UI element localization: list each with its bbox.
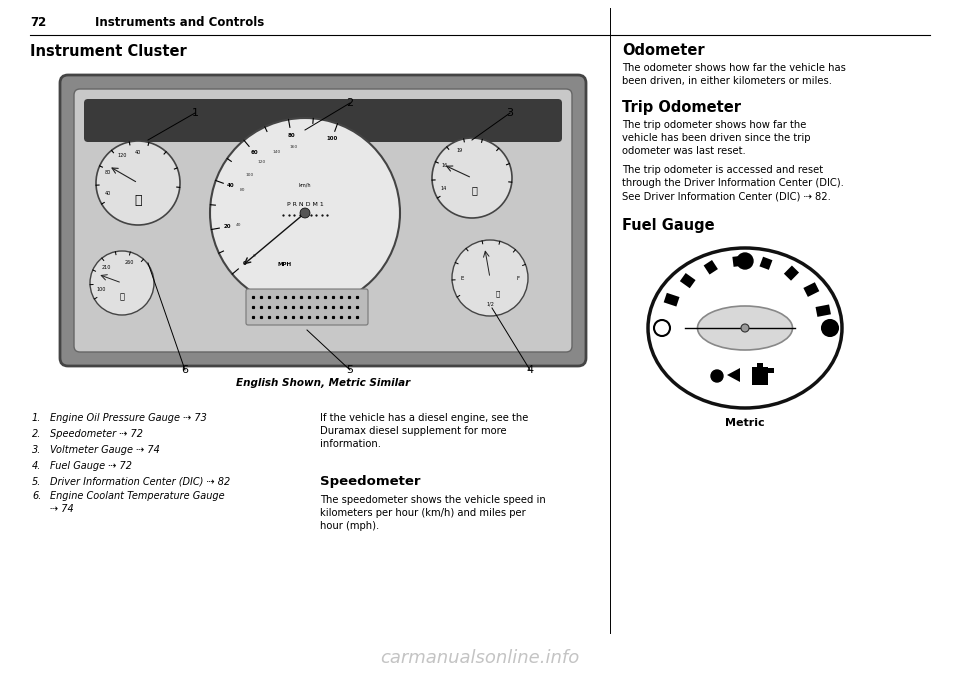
Text: 80: 80 [239, 188, 245, 192]
Text: 6: 6 [181, 365, 188, 375]
FancyBboxPatch shape [60, 75, 586, 366]
Polygon shape [784, 266, 799, 281]
Text: 1: 1 [191, 108, 199, 118]
Circle shape [711, 370, 723, 382]
Circle shape [432, 138, 512, 218]
Polygon shape [727, 368, 740, 382]
Text: English Shown, Metric Similar: English Shown, Metric Similar [236, 378, 410, 388]
Text: 120: 120 [117, 153, 127, 158]
Text: 100: 100 [246, 173, 254, 176]
Text: 19: 19 [456, 148, 463, 153]
Text: Driver Information Center (DIC) ⇢ 82: Driver Information Center (DIC) ⇢ 82 [50, 477, 230, 487]
Text: Metric: Metric [725, 418, 765, 428]
Polygon shape [732, 256, 743, 267]
Text: 160: 160 [289, 145, 298, 149]
Text: 40: 40 [105, 191, 111, 197]
Text: 🌡: 🌡 [119, 292, 125, 302]
FancyBboxPatch shape [74, 89, 572, 352]
Text: E: E [460, 275, 464, 281]
Text: Voltmeter Gauge ⇢ 74: Voltmeter Gauge ⇢ 74 [50, 445, 160, 455]
Text: The speedometer shows the vehicle speed in
kilometers per hour (km/h) and miles : The speedometer shows the vehicle speed … [320, 495, 545, 532]
Text: 0: 0 [252, 254, 255, 258]
Text: 0: 0 [243, 261, 247, 266]
Text: 5: 5 [347, 365, 353, 375]
FancyBboxPatch shape [246, 289, 368, 325]
Circle shape [741, 324, 749, 332]
Text: 120: 120 [258, 160, 266, 163]
Text: 🔋: 🔋 [471, 185, 477, 195]
Text: Instrument Cluster: Instrument Cluster [30, 45, 187, 60]
Text: 1/2: 1/2 [486, 302, 494, 306]
Text: 1.: 1. [32, 413, 41, 423]
Polygon shape [704, 260, 718, 275]
Text: carmanualsonline.info: carmanualsonline.info [380, 649, 580, 667]
Text: The odometer shows how far the vehicle has
been driven, in either kilometers or : The odometer shows how far the vehicle h… [622, 63, 846, 86]
Text: Engine Coolant Temperature Gauge: Engine Coolant Temperature Gauge [50, 491, 225, 501]
Circle shape [96, 141, 180, 225]
Polygon shape [804, 282, 819, 297]
Text: Speedometer ⇢ 72: Speedometer ⇢ 72 [50, 429, 143, 439]
Circle shape [210, 118, 400, 308]
Polygon shape [680, 273, 696, 288]
Polygon shape [663, 293, 680, 306]
Text: MPH: MPH [278, 262, 292, 268]
Text: Odometer: Odometer [622, 43, 705, 58]
Text: 100: 100 [96, 287, 106, 292]
Text: P R N D M 1: P R N D M 1 [287, 203, 324, 207]
Text: 3.: 3. [32, 445, 41, 455]
Polygon shape [816, 304, 831, 317]
Text: The trip odometer shows how far the
vehicle has been driven since the trip
odome: The trip odometer shows how far the vehi… [622, 120, 810, 157]
Bar [752, 367, 768, 385]
Text: ⛽: ⛽ [496, 291, 500, 298]
Bar [766, 368, 774, 373]
Text: 72: 72 [30, 16, 46, 28]
Ellipse shape [648, 248, 842, 408]
Text: 20: 20 [224, 224, 231, 229]
Polygon shape [759, 257, 773, 270]
Text: 2: 2 [347, 98, 353, 108]
Ellipse shape [698, 306, 793, 350]
Text: 2.: 2. [32, 429, 41, 439]
Text: 6.: 6. [32, 491, 41, 501]
Text: 4.: 4. [32, 461, 41, 471]
Text: 5.: 5. [32, 477, 41, 487]
Text: 40: 40 [227, 184, 234, 188]
Circle shape [300, 208, 310, 218]
Text: 16: 16 [442, 163, 448, 168]
Text: 40: 40 [236, 222, 242, 226]
Text: F: F [516, 275, 519, 281]
Text: km/h: km/h [299, 182, 311, 188]
Text: 14: 14 [441, 186, 447, 191]
Text: 210: 210 [102, 265, 111, 270]
Circle shape [452, 240, 528, 316]
Text: 140: 140 [273, 151, 281, 155]
Text: 100: 100 [326, 136, 338, 141]
Text: Speedometer: Speedometer [320, 475, 420, 488]
Text: The trip odometer is accessed and reset
through the Driver Information Center (D: The trip odometer is accessed and reset … [622, 165, 844, 201]
Text: 60: 60 [251, 150, 258, 155]
Text: If the vehicle has a diesel engine, see the
Duramax diesel supplement for more
i: If the vehicle has a diesel engine, see … [320, 413, 528, 450]
Text: Trip Odometer: Trip Odometer [622, 100, 741, 115]
Text: 🛢: 🛢 [134, 195, 142, 207]
Text: 40: 40 [134, 151, 141, 155]
Text: 260: 260 [124, 260, 133, 264]
Text: Fuel Gauge: Fuel Gauge [622, 218, 714, 233]
Text: 3: 3 [507, 108, 514, 118]
FancyBboxPatch shape [84, 99, 562, 142]
Text: 80: 80 [105, 170, 111, 174]
Circle shape [654, 320, 670, 336]
Circle shape [822, 320, 838, 336]
Text: 4: 4 [526, 365, 534, 375]
Text: ⇢ 74: ⇢ 74 [50, 504, 74, 514]
Circle shape [737, 253, 753, 269]
Text: Fuel Gauge ⇢ 72: Fuel Gauge ⇢ 72 [50, 461, 132, 471]
Circle shape [90, 251, 154, 315]
Bar [757, 363, 763, 367]
Text: Engine Oil Pressure Gauge ⇢ 73: Engine Oil Pressure Gauge ⇢ 73 [50, 413, 206, 423]
Text: Instruments and Controls: Instruments and Controls [95, 16, 264, 28]
Text: 80: 80 [287, 133, 295, 138]
